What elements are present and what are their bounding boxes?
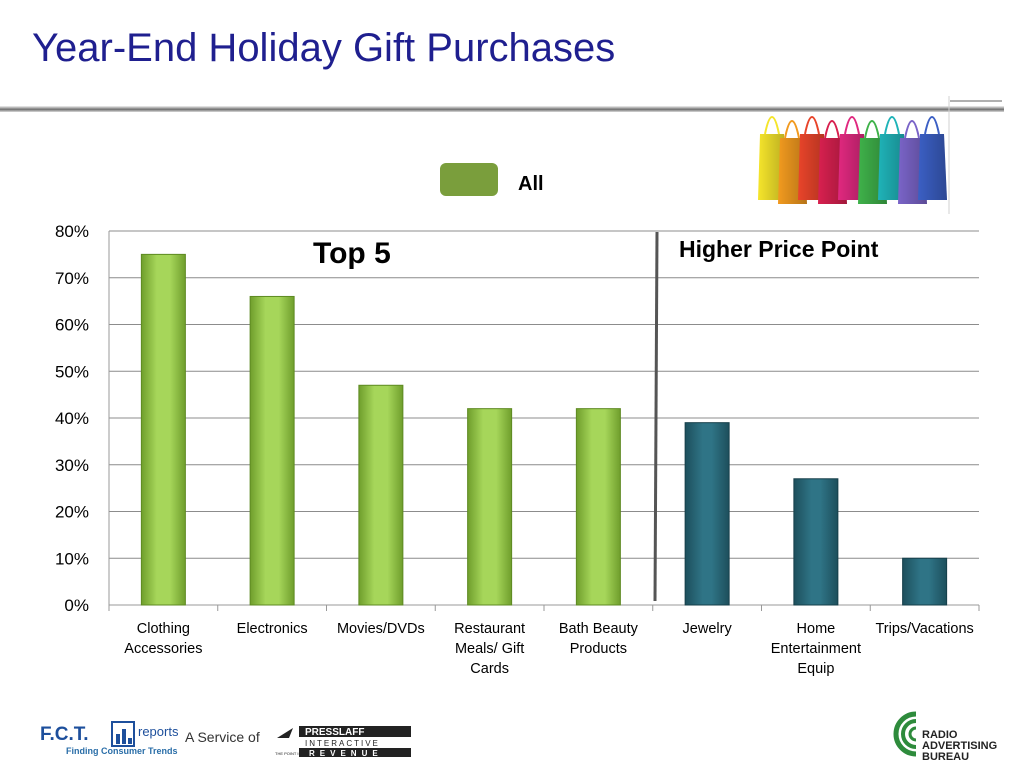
bar [249,295,295,606]
x-tick-label: Equip [797,661,834,677]
y-tick-label: 60% [55,316,89,335]
bar [575,408,621,606]
x-tick-label: Cards [470,661,509,677]
fct-logo-reports: reports [138,724,178,739]
bar [902,557,948,606]
x-tick-label: Accessories [124,641,202,657]
legend-label-all: All [518,173,544,195]
rab-logo-line-1: RADIO [922,729,958,741]
presslaff-logo-top: PRESSLAFF [305,727,364,738]
annotation-top-5: Top 5 [313,237,391,270]
y-tick-label: 80% [55,222,89,241]
group-separator-line [653,231,659,602]
rab-logo-line-2: ADVERTISING [922,740,997,752]
bar [793,478,839,606]
y-tick-label: 40% [55,409,89,428]
legend-swatch-all [440,163,498,196]
bar-chart: 0% 10% 20% 30% 40% 50% 60% 70% 80% Clothing Access… [55,163,980,677]
y-tick-label: 50% [55,362,89,381]
x-tick-label: Electronics [237,621,308,637]
y-tick-label: 70% [55,269,89,288]
shopping-bags-image [758,96,950,214]
bar [358,384,404,606]
y-tick-label: 10% [55,549,89,568]
rab-logo-line-3: BUREAU [922,751,969,762]
y-tick-label: 0% [64,596,89,615]
x-tick-label: Clothing [137,621,190,637]
bar [467,408,513,606]
x-tick-label: Trips/Vacations [875,621,973,637]
bar [684,422,730,606]
x-tick-label: Movies/DVDs [337,621,425,637]
service-of-text: A Service of [185,729,260,745]
presslaff-logo-prefix: THE POINT IS [275,751,301,756]
x-tick-label: Entertainment [771,641,861,657]
x-tick-label: Jewelry [683,621,733,637]
y-tick-label: 20% [55,503,89,522]
title-divider-accent [950,100,1002,102]
radio-advertising-bureau-logo: RADIO ADVERTISING BUREAU [893,711,997,762]
presslaff-logo-mid: INTERACTIVE [305,739,380,748]
page-title: Year-End Holiday Gift Purchases [32,26,616,70]
x-tick-label: Meals/ Gift [455,641,524,657]
fct-logo-tagline: Finding Consumer Trends [66,746,178,756]
fct-reports-logo: F.C.T. reports Finding Consumer Trends [40,721,178,756]
bar [140,253,186,606]
x-tick-label: Restaurant [454,621,525,637]
y-tick-label: 30% [55,456,89,475]
x-tick-label: Home [797,621,836,637]
x-tick-label: Bath Beauty [559,621,639,637]
presslaff-logo-bottom: REVENUE [309,749,383,758]
x-tick-label: Products [570,641,627,657]
annotation-higher-price-point: Higher Price Point [679,236,879,262]
presslaff-logo: PRESSLAFF INTERACTIVE THE POINT IS REVEN… [275,726,411,758]
title-divider [0,106,1004,112]
fct-logo-text: F.C.T. [40,724,89,745]
